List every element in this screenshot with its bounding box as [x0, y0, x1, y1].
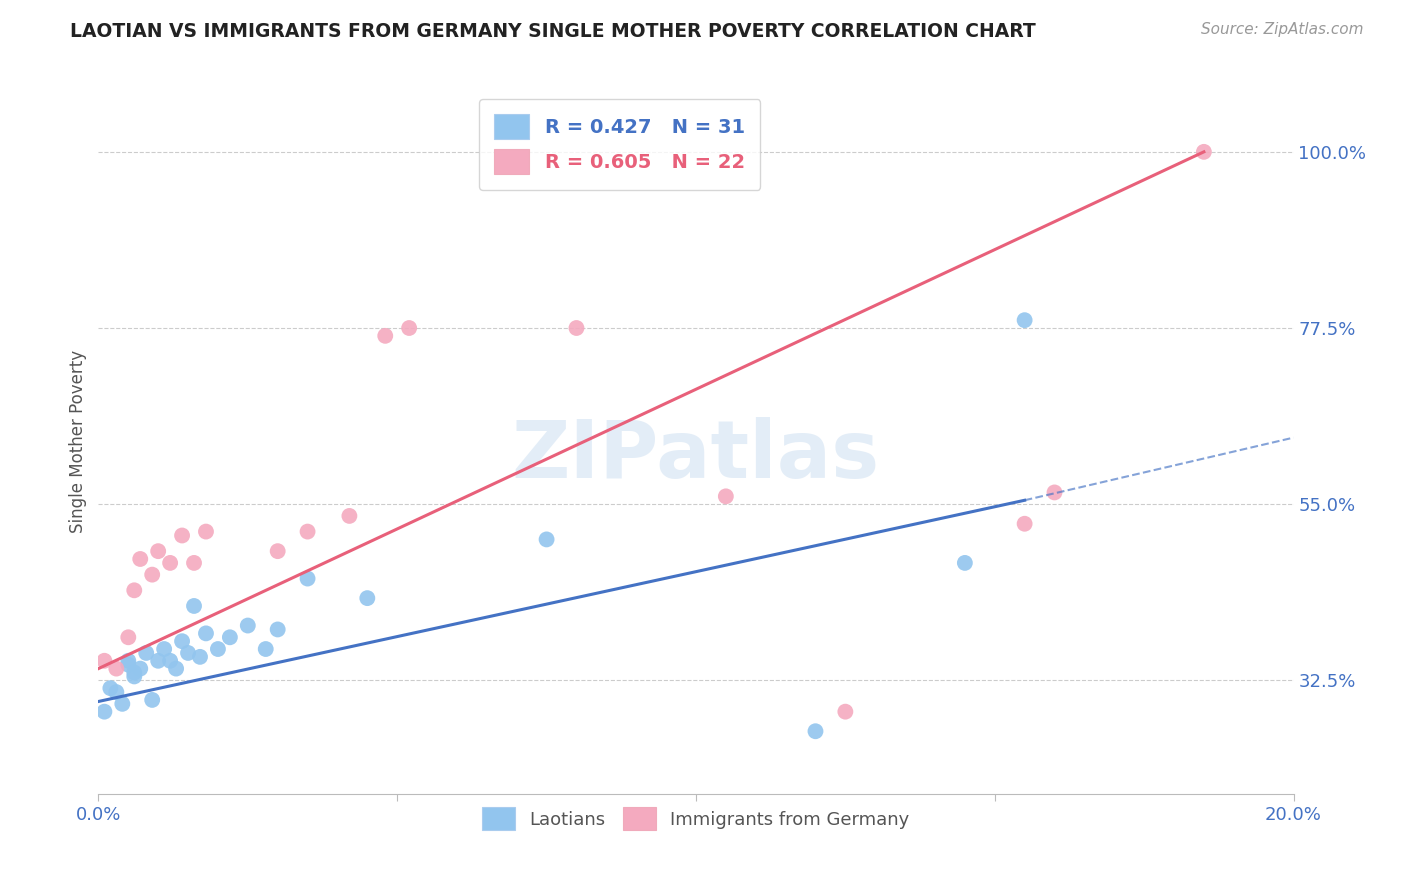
Point [374, 329, 396, 343]
Point [804, 724, 827, 739]
Point [111, 697, 134, 711]
Point [153, 642, 176, 657]
Point [124, 669, 146, 683]
Point [1014, 516, 1036, 531]
Point [159, 556, 181, 570]
Point [714, 489, 737, 503]
Legend: Laotians, Immigrants from Germany: Laotians, Immigrants from Germany [475, 800, 917, 838]
Point [117, 654, 139, 668]
Point [141, 567, 163, 582]
Point [98, 681, 122, 696]
Point [236, 618, 259, 632]
Point [565, 321, 588, 335]
Point [148, 544, 170, 558]
Point [953, 556, 976, 570]
Point [1043, 485, 1066, 500]
Point [267, 544, 290, 558]
Point [124, 583, 146, 598]
Point [188, 649, 211, 664]
Point [129, 552, 152, 566]
Point [117, 630, 139, 644]
Point [172, 634, 194, 648]
Point [135, 646, 157, 660]
Text: LAOTIAN VS IMMIGRANTS FROM GERMANY SINGLE MOTHER POVERTY CORRELATION CHART: LAOTIAN VS IMMIGRANTS FROM GERMANY SINGL… [70, 22, 1036, 41]
Point [172, 528, 194, 542]
Point [356, 591, 378, 606]
Point [148, 654, 170, 668]
Point [339, 508, 361, 523]
Point [834, 705, 856, 719]
Point [1192, 145, 1215, 159]
Point [536, 533, 558, 547]
Point [207, 642, 229, 657]
Point [141, 693, 163, 707]
Point [1014, 313, 1036, 327]
Point [219, 630, 242, 644]
Point [93, 705, 115, 719]
Point [105, 685, 128, 699]
Point [297, 524, 319, 539]
Point [105, 662, 128, 676]
Point [254, 642, 277, 657]
Point [129, 662, 152, 676]
Point [195, 626, 218, 640]
Point [177, 646, 200, 660]
Point [267, 623, 290, 637]
Point [195, 524, 218, 539]
Point [159, 654, 181, 668]
Point [183, 599, 205, 613]
Point [398, 321, 420, 335]
Point [93, 654, 115, 668]
Text: Source: ZipAtlas.com: Source: ZipAtlas.com [1201, 22, 1364, 37]
Point [297, 572, 319, 586]
Point [124, 665, 146, 680]
Point [117, 657, 139, 672]
Y-axis label: Single Mother Poverty: Single Mother Poverty [69, 350, 87, 533]
Point [183, 556, 205, 570]
Point [165, 662, 187, 676]
Text: ZIPatlas: ZIPatlas [512, 417, 880, 495]
